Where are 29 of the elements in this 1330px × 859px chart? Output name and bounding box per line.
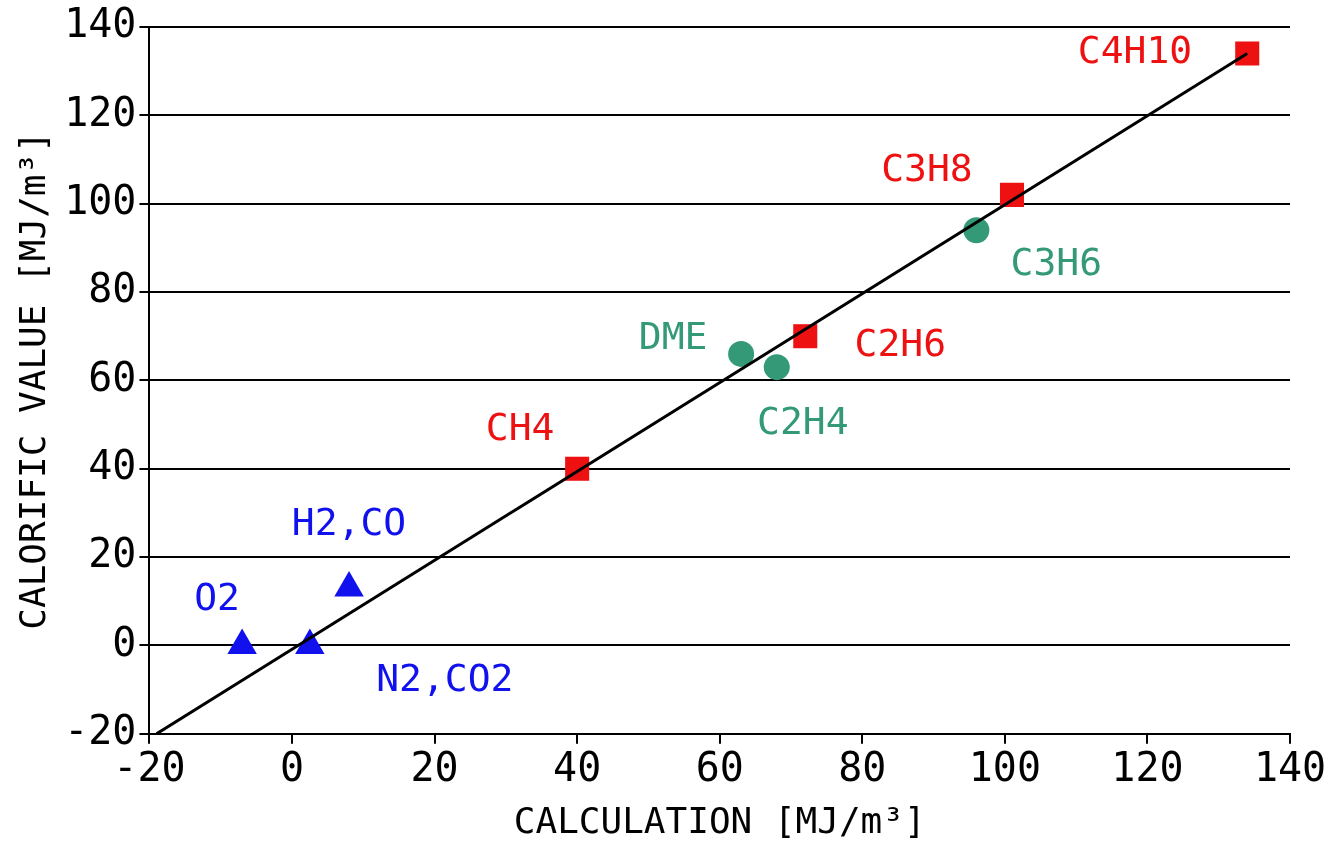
y-tick-label: 80	[88, 265, 137, 312]
annotation: N2,CO2	[376, 656, 514, 701]
y-tick-label: -20	[64, 707, 137, 754]
y-tick-label: 140	[64, 0, 137, 47]
annotation: C2H4	[756, 399, 849, 444]
y-axis-title: CALORIFIC VALUE [MJ/m³]	[11, 131, 53, 630]
y-tick-label: 60	[88, 353, 137, 400]
x-tick-label: 60	[695, 744, 744, 791]
annotation: O2	[194, 575, 240, 620]
x-tick-label: 80	[838, 744, 887, 791]
x-tick-label: 0	[279, 744, 305, 791]
y-tick-label: 0	[112, 618, 137, 665]
annotation: C3H6	[1010, 240, 1103, 285]
annotation: C2H6	[854, 321, 947, 366]
annotation: DME	[638, 313, 708, 358]
x-tick-label: 120	[1111, 744, 1184, 791]
annotation: C4H10	[1077, 28, 1193, 73]
annotation: H2,CO	[291, 499, 407, 544]
annotation: CH4	[485, 404, 555, 449]
y-tick-label: 40	[88, 442, 137, 489]
annotation: C3H8	[881, 145, 973, 190]
y-tick-label: 120	[64, 88, 137, 135]
y-tick-label: 20	[88, 530, 137, 577]
x-tick-label: 40	[553, 744, 602, 791]
x-axis-title: CALCULATION [MJ/m³]	[513, 799, 926, 841]
x-tick-label: 20	[410, 744, 459, 791]
y-tick-label: 100	[64, 177, 137, 224]
x-tick-label: 140	[1253, 744, 1327, 791]
x-tick-label: 100	[968, 744, 1041, 791]
